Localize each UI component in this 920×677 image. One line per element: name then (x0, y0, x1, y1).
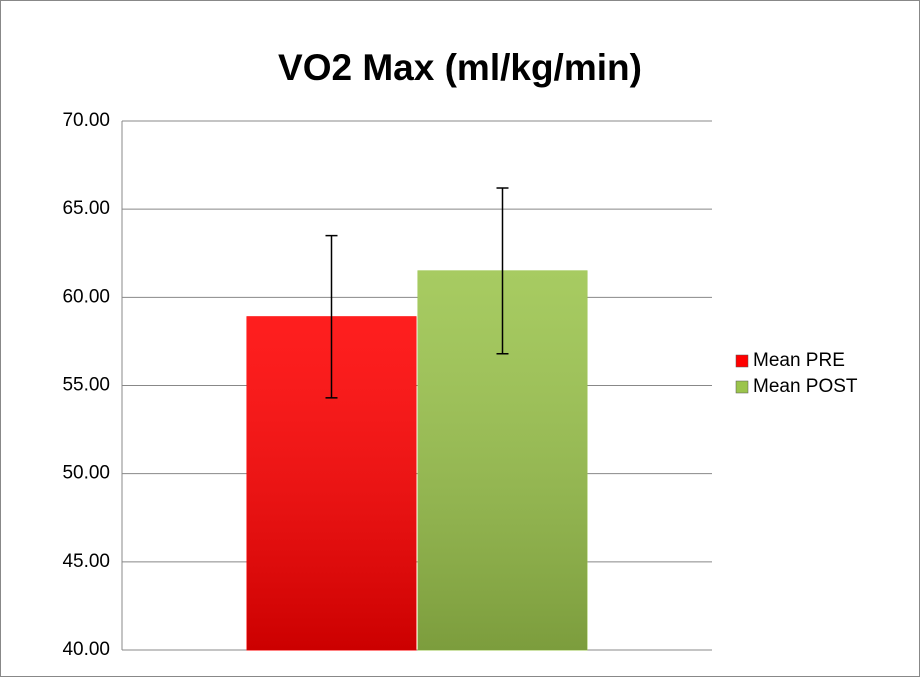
y-tick-label: 50.00 (62, 463, 110, 484)
legend-label: Mean POST (753, 376, 858, 397)
y-tick-label: 40.00 (62, 639, 110, 660)
y-tick-label: 60.00 (62, 286, 110, 307)
legend-label: Mean PRE (753, 350, 845, 371)
legend-swatch (735, 380, 749, 394)
y-tick-label: 45.00 (62, 551, 110, 572)
y-tick-label: 70.00 (62, 110, 110, 131)
chart-title: VO2 Max (ml/kg/min) (278, 47, 642, 88)
y-tick-label: 55.00 (62, 375, 110, 396)
legend-swatch (735, 354, 749, 368)
y-tick-label: 65.00 (62, 198, 110, 219)
